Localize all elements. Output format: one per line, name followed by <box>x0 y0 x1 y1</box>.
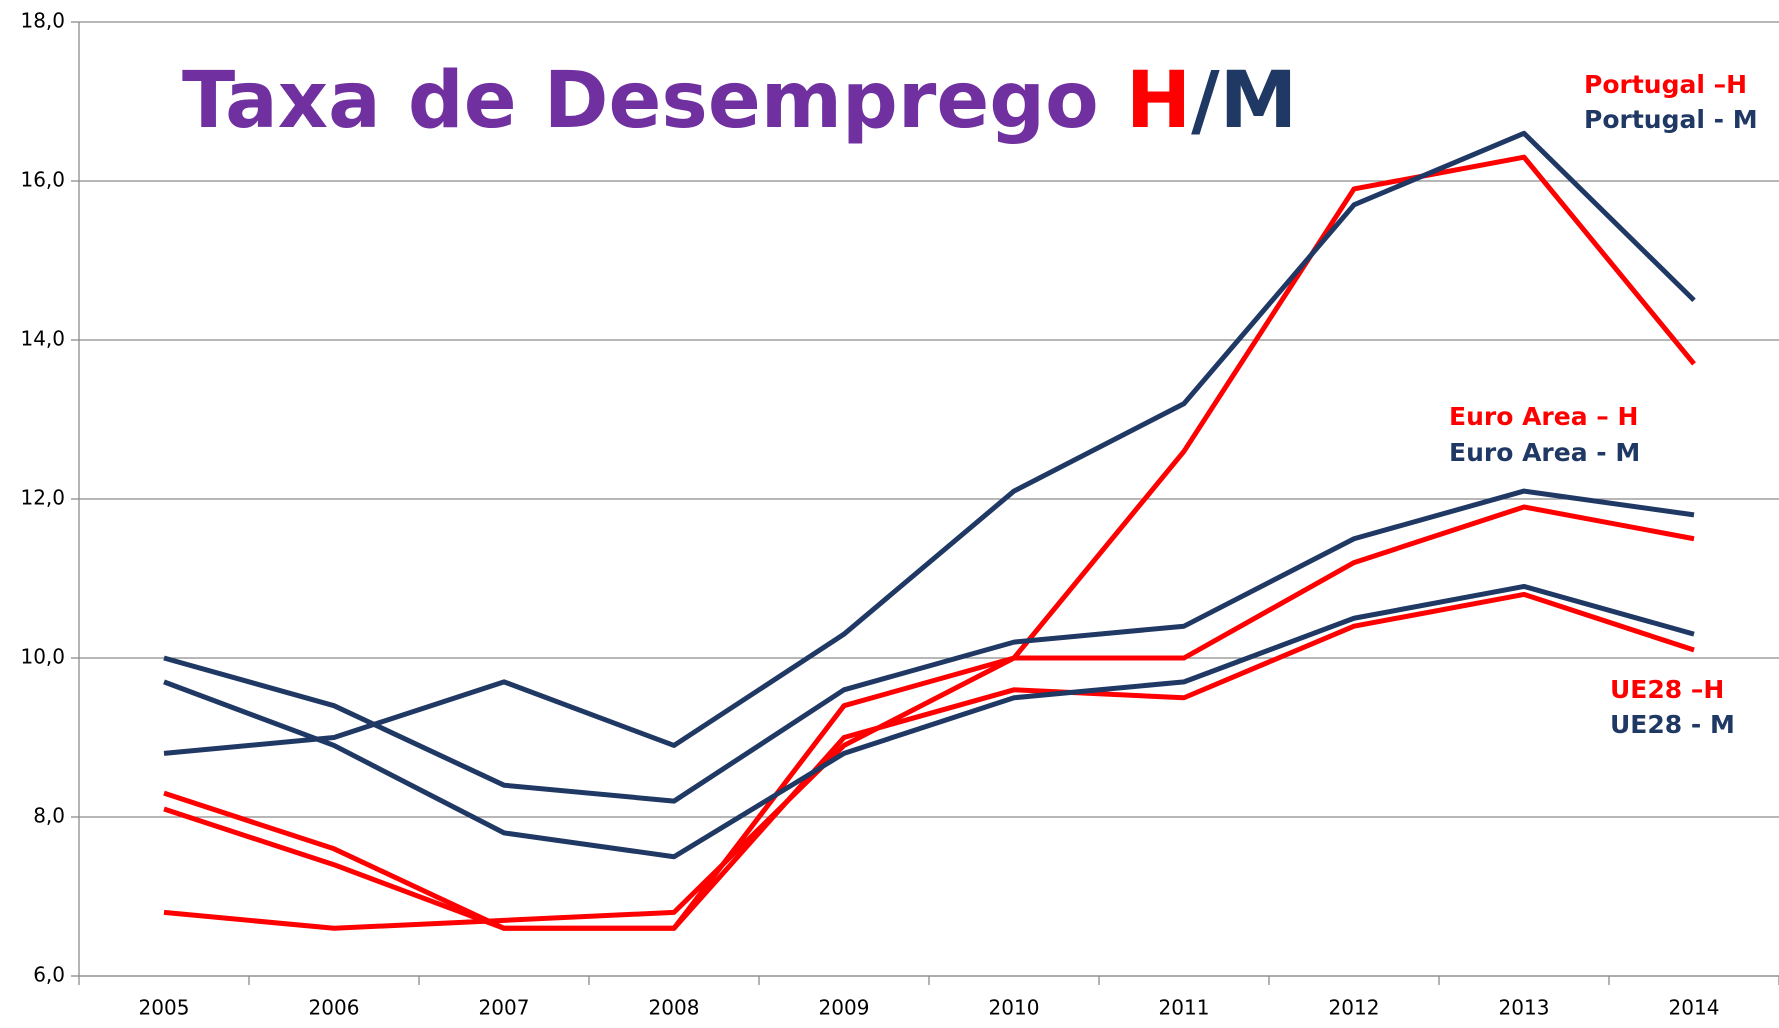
y-tick-label: 6,0 <box>33 963 65 987</box>
y-tick-label: 14,0 <box>20 327 65 351</box>
title-segment: H <box>1126 56 1191 146</box>
x-tick-label: 2012 <box>1329 996 1380 1020</box>
legend-label: Portugal –H <box>1584 70 1747 99</box>
y-tick-label: 8,0 <box>33 804 65 828</box>
legend-label: Euro Area - M <box>1449 438 1640 467</box>
series-line <box>163 154 1696 931</box>
legend-label: UE28 - M <box>1610 710 1735 739</box>
series-line <box>163 130 1696 756</box>
x-tick-label: 2011 <box>1159 996 1210 1020</box>
x-tick-label: 2007 <box>479 996 530 1020</box>
legend-label: UE28 –H <box>1610 675 1724 704</box>
title-segment: Taxa de Desemprego <box>182 56 1126 146</box>
title-segment: /M <box>1191 56 1297 146</box>
legend-label: Euro Area – H <box>1449 402 1638 431</box>
x-tick-label: 2005 <box>139 996 190 1020</box>
x-tick-label: 2010 <box>989 996 1040 1020</box>
x-tick-label: 2013 <box>1499 996 1550 1020</box>
x-tick-label: 2006 <box>309 996 360 1020</box>
y-tick-label: 16,0 <box>20 168 65 192</box>
x-tick-label: 2014 <box>1669 996 1720 1020</box>
y-tick-label: 18,0 <box>20 9 65 33</box>
y-tick-label: 12,0 <box>20 486 65 510</box>
x-tick-label: 2009 <box>819 996 870 1020</box>
series-line <box>163 488 1695 804</box>
legend-label: Portugal - M <box>1584 105 1758 134</box>
series-line <box>163 591 1695 931</box>
y-tick-label: 10,0 <box>20 645 65 669</box>
series-line <box>163 504 1695 931</box>
series-line <box>163 583 1695 860</box>
chart-title: Taxa de Desemprego H/M <box>182 56 1297 146</box>
x-tick-label: 2008 <box>649 996 700 1020</box>
